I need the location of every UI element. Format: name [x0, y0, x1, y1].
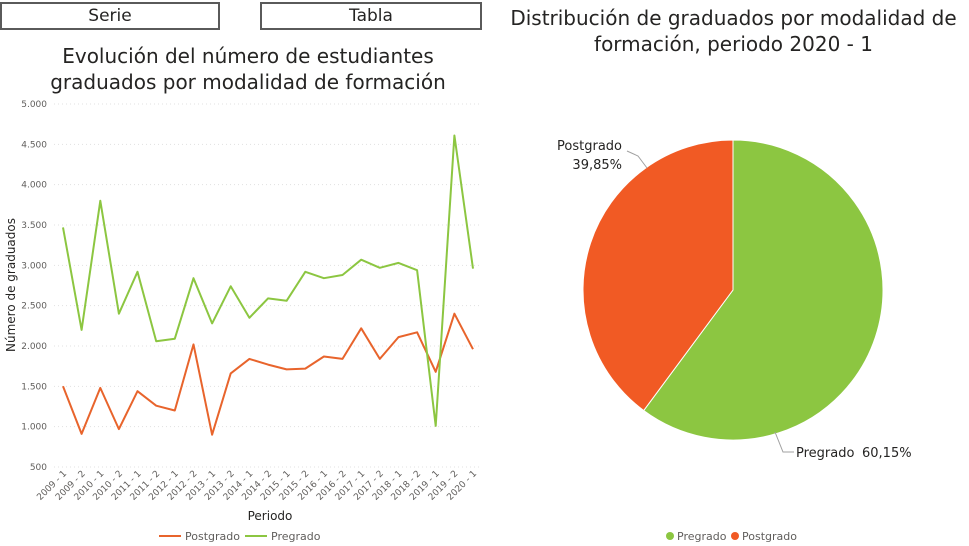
- y-tick-label: 5.000: [21, 100, 47, 110]
- pie-legend-label-pregrado: Pregrado: [677, 530, 727, 543]
- pie-label-postgrado-value: 39,85%: [572, 158, 622, 173]
- legend-label-postgrado: Postgrado: [185, 530, 240, 543]
- y-tick-label: 2.000: [21, 342, 47, 352]
- pie-label-pregrado-name: Pregrado: [796, 446, 854, 461]
- pie-leader-pregrado: [774, 431, 794, 453]
- y-tick-label: 2.500: [21, 302, 47, 312]
- series-line-pregrado: [62, 134, 474, 427]
- line-chart: 500 1.000 1.500 2.000 2.500 3.000 3.500 4.000 4.…: [4, 100, 482, 543]
- line-chart-title: Evolución del número de estudiantes grad…: [0, 43, 496, 95]
- line-chart-title-line2: graduados por modalidad de formación: [50, 70, 446, 94]
- pie-legend-swatch-postgrado: [731, 532, 739, 540]
- serie-button[interactable]: Serie: [0, 2, 220, 30]
- y-tick-label: 1.500: [21, 382, 47, 392]
- y-tick-label: 3.500: [21, 221, 47, 231]
- pie-slice-pregrado: [642, 139, 884, 441]
- pie-chart-title-line2: formación, periodo 2020 - 1: [594, 32, 873, 56]
- legend-label-pregrado: Pregrado: [271, 530, 321, 543]
- pie-chart-title: Distribución de graduados por modalidad …: [498, 5, 969, 57]
- pie-chart-title-line1: Distribución de graduados por modalidad …: [510, 6, 957, 30]
- pie-legend-swatch-pregrado: [666, 532, 674, 540]
- y-axis-label: Número de graduados: [4, 218, 18, 352]
- series-line-postgrado: [62, 312, 474, 436]
- line-chart-title-line1: Evolución del número de estudiantes: [62, 44, 434, 68]
- pie-legend: Pregrado Postgrado: [666, 530, 797, 543]
- pie-leader-postgrado: [626, 150, 648, 169]
- y-tick-label: 1.000: [21, 423, 47, 433]
- pie-label-pregrado-value: 60,15%: [862, 446, 912, 461]
- y-tick-label: 4.500: [21, 140, 47, 150]
- tabla-button[interactable]: Tabla: [260, 2, 482, 30]
- pie-label-postgrado: Postgrado 39,85%: [557, 139, 648, 173]
- line-legend: Postgrado Pregrado: [159, 530, 321, 543]
- x-axis-label: Periodo: [248, 509, 293, 523]
- pie-label-pregrado: Pregrado 60,15%: [774, 431, 912, 461]
- pie-slice-postgrado: [582, 139, 734, 412]
- pie-legend-label-postgrado: Postgrado: [742, 530, 797, 543]
- y-tick-label: 4.000: [21, 181, 47, 191]
- pie-label-postgrado-name: Postgrado: [557, 139, 622, 154]
- y-tick-label: 500: [30, 463, 47, 473]
- y-tick-label: 3.000: [21, 261, 47, 271]
